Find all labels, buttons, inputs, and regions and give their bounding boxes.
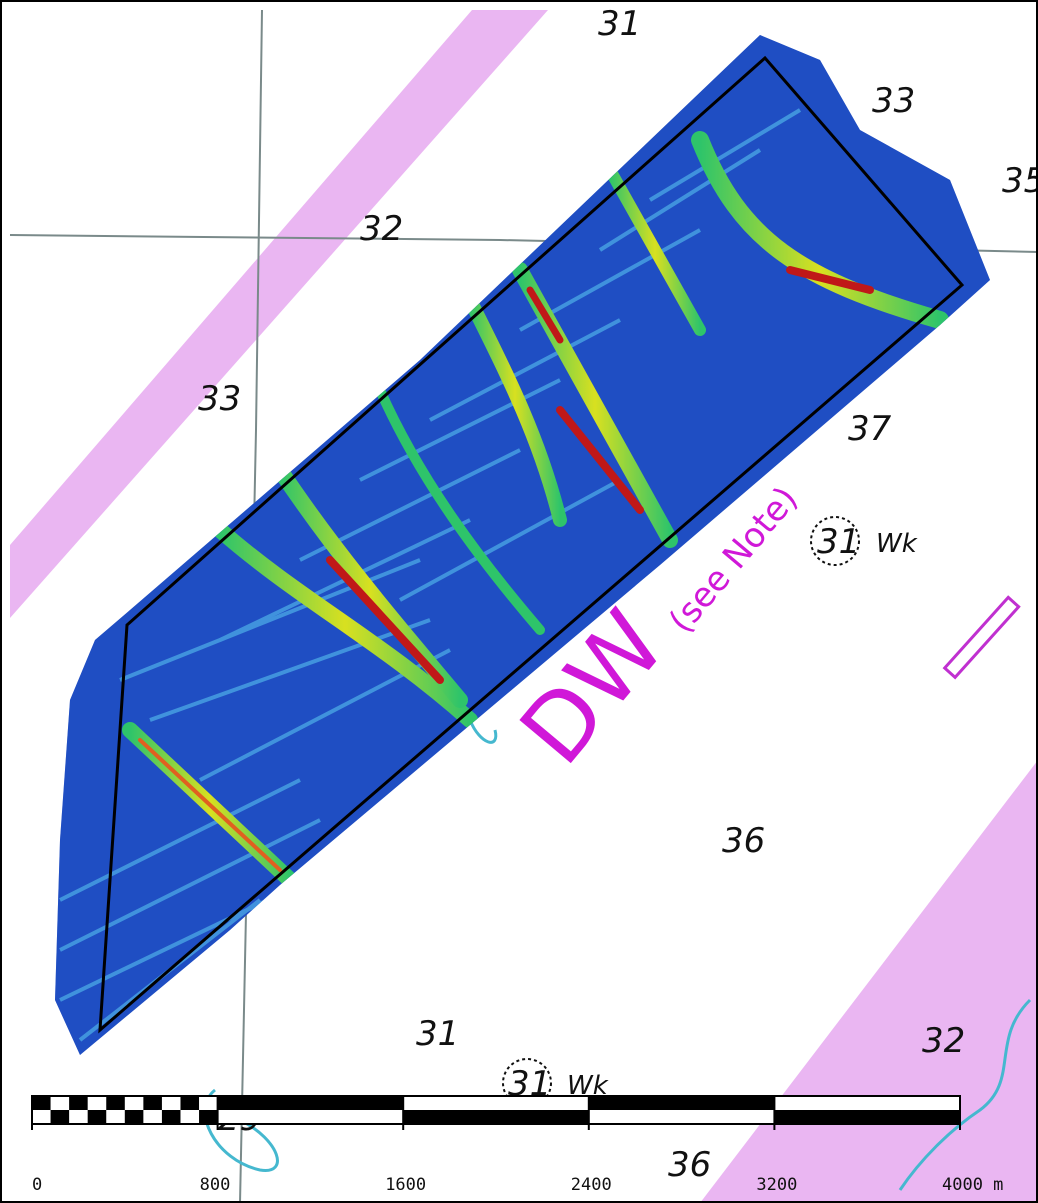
sounding: 32 — [922, 1021, 965, 1061]
scale-check — [162, 1110, 181, 1124]
scale-label: 800 — [200, 1175, 231, 1195]
scale-check — [88, 1110, 107, 1124]
sounding: 32 — [360, 209, 403, 249]
sounding: 35 — [1002, 161, 1038, 201]
scale-check — [51, 1110, 70, 1124]
scale-check — [32, 1096, 51, 1110]
scale-segment — [403, 1110, 589, 1124]
scale-segment — [774, 1110, 960, 1124]
sounding: 31 — [416, 1014, 459, 1054]
scale-segment — [218, 1096, 404, 1110]
sounding: 36 — [668, 1145, 711, 1185]
wreck-label: Wk — [876, 529, 918, 559]
scale-check — [199, 1110, 218, 1124]
scale-check — [106, 1096, 125, 1110]
scale-label: 3200 — [756, 1175, 797, 1195]
scale-check — [143, 1096, 162, 1110]
sounding: 33 — [872, 81, 915, 121]
sounding: 36 — [722, 821, 765, 861]
scale-label: 2400 — [571, 1175, 612, 1195]
scale-check — [69, 1096, 88, 1110]
scale-label: 1600 — [385, 1175, 426, 1195]
sounding: 33 — [198, 379, 241, 419]
scale-check — [125, 1110, 144, 1124]
scale-segment — [589, 1096, 775, 1110]
sounding: 31 — [598, 4, 641, 44]
scale-label: 4000 m — [942, 1175, 1003, 1195]
scale-label: 0 — [32, 1175, 42, 1195]
nautical-chart: 31 33 35 32 33 37 36 31 32 29 36 31 Wk 3… — [0, 0, 1038, 1203]
sounding: 37 — [848, 409, 892, 449]
wreck-depth: 31 — [817, 522, 860, 562]
scale-check — [180, 1096, 199, 1110]
